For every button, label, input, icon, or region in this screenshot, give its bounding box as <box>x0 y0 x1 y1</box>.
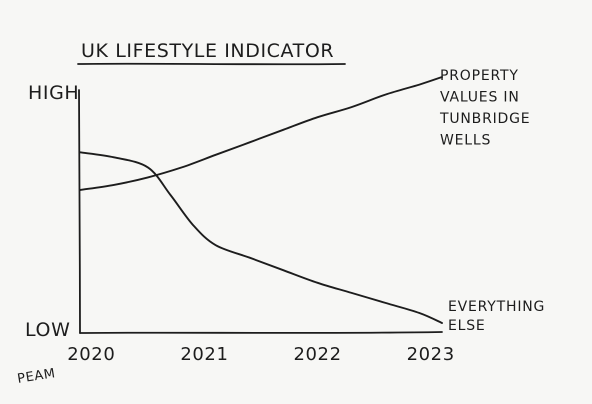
everything-else-label: EVERYTHING ELSE <box>448 299 545 334</box>
x-tick-label-2021: 2021 <box>180 344 228 365</box>
title-underline <box>77 62 346 66</box>
x-tick-labels: 2020 2021 2022 2023 <box>67 344 455 365</box>
x-tick-label-2020: 2020 <box>67 344 115 365</box>
everything-else-line <box>79 151 443 324</box>
y-axis-high-label: HIGH <box>28 82 79 104</box>
everything-else-label-line-1: EVERYTHING <box>448 299 545 315</box>
everything-else-label-line-2: ELSE <box>448 318 486 334</box>
property-values-line <box>79 76 443 191</box>
x-tick-label-2022: 2022 <box>293 344 341 365</box>
property-values-label-line-1: PROPERTY <box>440 68 519 84</box>
chart-title: UK LIFESTYLE INDICATOR <box>81 40 334 62</box>
series-layer <box>79 76 443 324</box>
y-axis-low-label: LOW <box>25 319 70 341</box>
x-axis-line <box>79 331 443 334</box>
artist-signature: PEAM <box>16 366 56 387</box>
property-values-label-line-3: TUNBRIDGE <box>439 111 530 127</box>
property-values-label-line-2: VALUES IN <box>440 90 520 106</box>
y-axis-line <box>78 89 81 334</box>
property-values-label: PROPERTY VALUES IN TUNBRIDGE WELLS <box>439 68 530 149</box>
series-labels: PROPERTY VALUES IN TUNBRIDGE WELLS EVERYTHIN… <box>439 68 545 334</box>
property-values-label-line-4: WELLS <box>440 133 491 149</box>
x-tick-label-2023: 2023 <box>407 344 455 365</box>
